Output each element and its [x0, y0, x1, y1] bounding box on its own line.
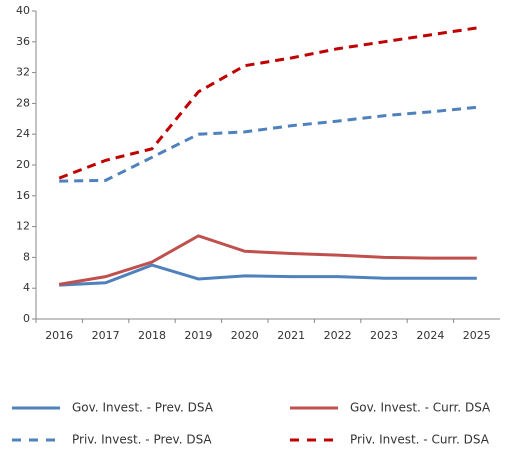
- x-tick-label: 2021: [277, 329, 305, 342]
- legend-label: Gov. Invest. - Curr. DSA: [350, 401, 491, 415]
- x-tick-label: 2018: [138, 329, 166, 342]
- legend-label: Priv. Invest. - Curr. DSA: [350, 433, 490, 447]
- x-tick-label: 2023: [370, 329, 398, 342]
- y-tick-label: 32: [16, 66, 30, 79]
- x-tick-label: 2017: [92, 329, 120, 342]
- legend-label: Priv. Invest. - Prev. DSA: [72, 433, 212, 447]
- y-tick-label: 12: [16, 220, 30, 233]
- line-series: [59, 105, 477, 183]
- y-tick-label: 8: [23, 250, 30, 263]
- legend-label: Gov. Invest. - Prev. DSA: [72, 401, 214, 415]
- y-tick-label: 36: [16, 35, 30, 48]
- x-tick-label: 2022: [324, 329, 352, 342]
- y-tick-label: 24: [16, 127, 30, 140]
- x-tick-label: 2024: [416, 329, 444, 342]
- y-tick-label: 16: [16, 189, 30, 202]
- line-series: [58, 234, 477, 286]
- x-tick-label: 2025: [463, 329, 491, 342]
- y-tick-label: 28: [16, 96, 30, 109]
- x-tick-label: 2016: [45, 329, 73, 342]
- x-tick-label: 2020: [231, 329, 259, 342]
- y-tick-label: 0: [23, 312, 30, 325]
- y-tick-label: 4: [23, 281, 30, 294]
- y-tick-label: 40: [16, 4, 30, 17]
- line-series: [58, 26, 478, 180]
- x-tick-label: 2019: [184, 329, 212, 342]
- y-tick-label: 20: [16, 158, 30, 171]
- line-series: [59, 263, 477, 287]
